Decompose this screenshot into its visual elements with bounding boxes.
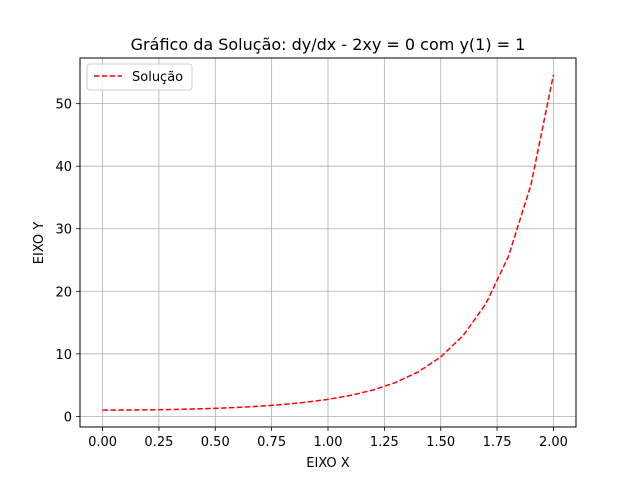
x-tick-label: 0.75 bbox=[257, 435, 286, 450]
grid-lines bbox=[80, 58, 576, 427]
x-tick-label: 1.50 bbox=[426, 435, 455, 450]
x-tick-label: 2.00 bbox=[539, 435, 568, 450]
x-axis-ticks: 0.00 0.25 0.50 0.75 1.00 1.25 1.50 1.75 2.00 bbox=[88, 427, 568, 450]
legend-label-solucao: Solução bbox=[132, 70, 183, 85]
x-tick-label: 0.00 bbox=[88, 435, 117, 450]
x-tick-label: 1.00 bbox=[314, 435, 343, 450]
series-line-0 bbox=[102, 74, 555, 411]
y-tick-label: 40 bbox=[55, 160, 72, 175]
y-axis-label: EIXO Y bbox=[32, 222, 47, 264]
y-tick-label: 20 bbox=[55, 285, 72, 300]
series-layer bbox=[102, 74, 555, 411]
y-tick-label: 0 bbox=[64, 410, 72, 425]
y-tick-label: 30 bbox=[55, 223, 72, 238]
legend: Solução bbox=[86, 63, 193, 91]
y-axis-ticks: 0 10 20 30 40 50 bbox=[55, 98, 80, 425]
y-tick-label: 50 bbox=[55, 98, 72, 113]
x-tick-label: 0.25 bbox=[144, 435, 173, 450]
y-tick-label: 10 bbox=[55, 348, 72, 363]
x-tick-label: 1.25 bbox=[370, 435, 399, 450]
legend-box bbox=[86, 63, 193, 91]
chart-title: Gráfico da Solução: dy/dx - 2xy = 0 com … bbox=[131, 35, 526, 54]
x-tick-label: 0.50 bbox=[201, 435, 230, 450]
x-axis-label: EIXO X bbox=[306, 456, 349, 471]
x-tick-label: 1.75 bbox=[483, 435, 512, 450]
